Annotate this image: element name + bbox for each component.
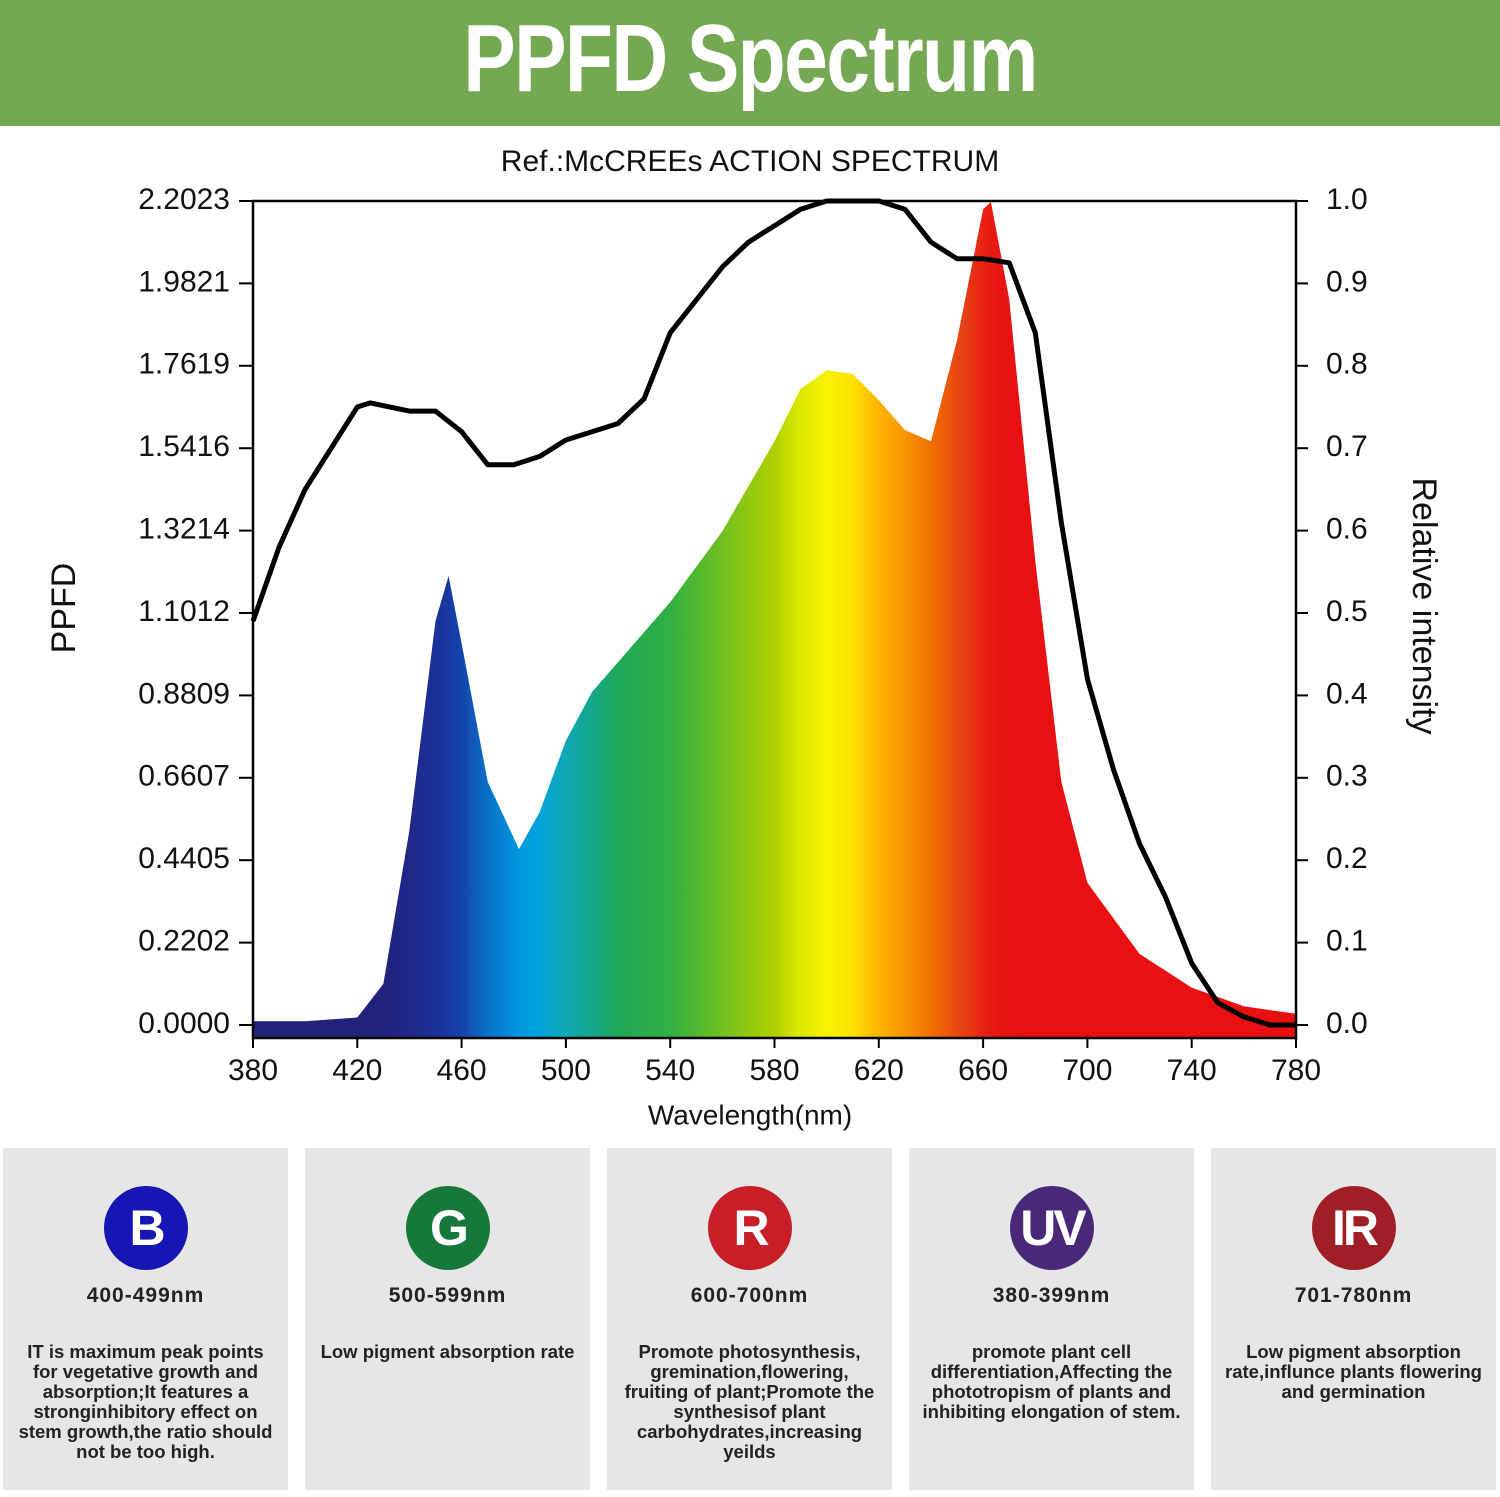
y-tick-label: 1.3214 bbox=[138, 513, 230, 546]
y2-tick-label: 0.0 bbox=[1326, 1007, 1368, 1040]
info-card: G 500-599nm Low pigment absorption rate bbox=[305, 1148, 590, 1490]
y2-tick-label: 0.9 bbox=[1326, 265, 1368, 298]
description: promote plant cell differentiation,Affec… bbox=[922, 1341, 1181, 1422]
x-tick-label: 660 bbox=[958, 1054, 1008, 1087]
info-card: B 400-499nm IT is maximum peak points for … bbox=[3, 1148, 288, 1490]
range: 380-399nm bbox=[992, 1284, 1111, 1307]
description: Low pigment absorption rate,influnce pla… bbox=[1225, 1341, 1482, 1402]
x-tick-label: 380 bbox=[228, 1054, 278, 1087]
spectrum-area bbox=[253, 201, 1296, 1038]
info-card: UV 380-399nm promote plant cell differenti… bbox=[909, 1148, 1194, 1490]
x-tick-label: 500 bbox=[541, 1054, 591, 1087]
y-tick-label: 1.9821 bbox=[138, 265, 230, 298]
intensity-line bbox=[250, 198, 1296, 1028]
icon-badge: IR bbox=[1312, 1186, 1396, 1270]
chart-title: Ref.:McCREEs ACTION SPECTRUM bbox=[501, 145, 999, 178]
x-tick-label: 620 bbox=[854, 1054, 904, 1087]
range: 400-499nm bbox=[86, 1284, 205, 1307]
y-tick-label: 1.1012 bbox=[138, 595, 230, 628]
y-tick-label: 0.8809 bbox=[138, 677, 230, 710]
range: 600-700nm bbox=[690, 1284, 809, 1307]
range: 500-599nm bbox=[388, 1284, 507, 1307]
x-tick-label: 460 bbox=[437, 1054, 487, 1087]
info-card: IR 701-780nm Low pigment absorption rate,i… bbox=[1211, 1148, 1496, 1490]
y2-tick-label: 1.0 bbox=[1326, 183, 1368, 216]
y2-tick-label: 0.1 bbox=[1326, 925, 1368, 958]
y2-tick-label: 0.4 bbox=[1326, 677, 1368, 710]
y2-tick-label: 0.3 bbox=[1326, 760, 1368, 793]
y-tick-label: 0.4405 bbox=[138, 842, 230, 875]
x-tick-label: 740 bbox=[1167, 1054, 1217, 1087]
header: PPFD Spectrum bbox=[0, 0, 1500, 126]
y2-tick-label: 0.7 bbox=[1326, 430, 1368, 463]
y-tick-label: 0.2202 bbox=[138, 925, 230, 958]
x-tick-label: 420 bbox=[332, 1054, 382, 1087]
description: IT is maximum peak points for vegetative… bbox=[18, 1341, 273, 1462]
x-tick-label: 540 bbox=[645, 1054, 695, 1087]
y2-tick-label: 0.2 bbox=[1326, 842, 1368, 875]
x-tick-label: 700 bbox=[1062, 1054, 1112, 1087]
icon-badge: R bbox=[708, 1186, 792, 1270]
x-axis-title: Wavelength(nm) bbox=[648, 1099, 852, 1130]
x-tick-label: 580 bbox=[749, 1054, 799, 1087]
x-tick-label: 780 bbox=[1271, 1054, 1321, 1087]
y-tick-label: 0.0000 bbox=[138, 1007, 230, 1040]
y-tick-label: 2.2023 bbox=[138, 183, 230, 216]
y2-tick-label: 0.5 bbox=[1326, 595, 1368, 628]
icon-badge: B bbox=[104, 1186, 188, 1270]
y2-tick-label: 0.6 bbox=[1326, 513, 1368, 546]
y2-tick-label: 0.8 bbox=[1326, 348, 1368, 381]
icon-badge: UV bbox=[1010, 1186, 1094, 1270]
icon-badge: G bbox=[406, 1186, 490, 1270]
y-axis-title: PPFD bbox=[45, 563, 83, 654]
info-card: R 600-700nm Promote photosynthesis, gremin… bbox=[607, 1148, 892, 1490]
y2-axis-title: Relative intensity bbox=[1405, 477, 1443, 734]
y-tick-label: 1.7619 bbox=[138, 348, 230, 381]
y-tick-label: 0.6607 bbox=[138, 760, 230, 793]
y-tick-label: 1.5416 bbox=[138, 430, 230, 463]
chart: Ref.:McCREEs ACTION SPECTRUM Wavelength(… bbox=[45, 145, 1443, 1130]
range: 701-780nm bbox=[1294, 1284, 1413, 1307]
description: Promote photosynthesis, gremination,flow… bbox=[624, 1341, 875, 1462]
description: Low pigment absorption rate bbox=[320, 1341, 575, 1362]
header-title: PPFD Spectrum bbox=[463, 5, 1038, 112]
